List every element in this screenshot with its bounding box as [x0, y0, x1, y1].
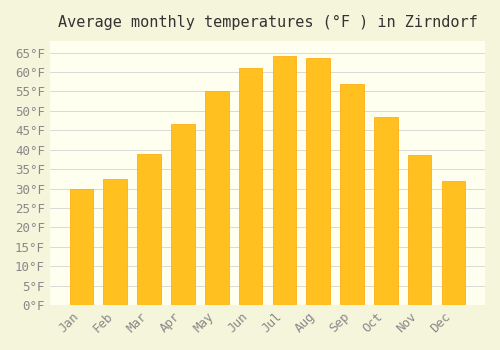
Bar: [171, 124, 194, 305]
Bar: [238, 68, 262, 305]
Bar: [272, 56, 296, 305]
Bar: [408, 155, 432, 305]
Bar: [340, 84, 364, 305]
Bar: [442, 181, 465, 305]
Bar: [205, 91, 229, 305]
Bar: [374, 117, 398, 305]
Bar: [306, 58, 330, 305]
Title: Average monthly temperatures (°F ) in Zirndorf: Average monthly temperatures (°F ) in Zi…: [58, 15, 478, 30]
Bar: [104, 179, 127, 305]
Bar: [70, 189, 94, 305]
Bar: [138, 154, 161, 305]
